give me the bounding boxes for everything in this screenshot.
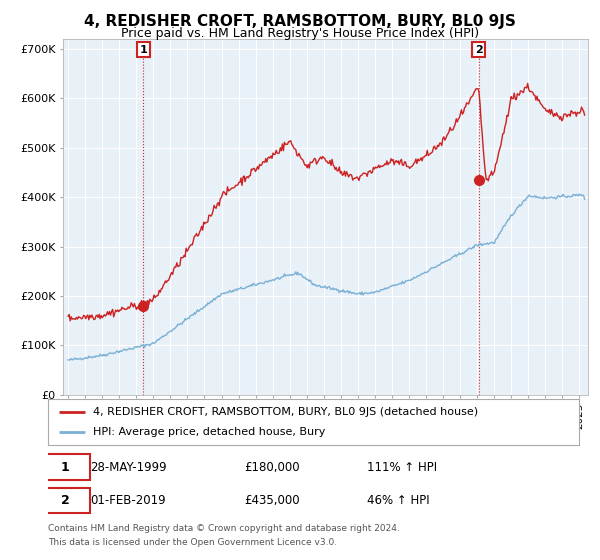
Text: Contains HM Land Registry data © Crown copyright and database right 2024.: Contains HM Land Registry data © Crown c… [48,524,400,533]
FancyBboxPatch shape [40,454,91,480]
Text: 4, REDISHER CROFT, RAMSBOTTOM, BURY, BL0 9JS (detached house): 4, REDISHER CROFT, RAMSBOTTOM, BURY, BL0… [93,407,478,417]
Text: Price paid vs. HM Land Registry's House Price Index (HPI): Price paid vs. HM Land Registry's House … [121,27,479,40]
Text: HPI: Average price, detached house, Bury: HPI: Average price, detached house, Bury [93,427,326,437]
Text: 2: 2 [475,45,482,54]
Text: 01-FEB-2019: 01-FEB-2019 [91,494,166,507]
Text: 2: 2 [61,494,70,507]
Text: £180,000: £180,000 [244,460,300,474]
Text: 1: 1 [61,460,70,474]
Text: 46% ↑ HPI: 46% ↑ HPI [367,494,429,507]
Text: £435,000: £435,000 [244,494,300,507]
Text: 111% ↑ HPI: 111% ↑ HPI [367,460,437,474]
Text: 1: 1 [139,45,147,54]
Text: This data is licensed under the Open Government Licence v3.0.: This data is licensed under the Open Gov… [48,538,337,547]
FancyBboxPatch shape [40,488,91,514]
Text: 28-MAY-1999: 28-MAY-1999 [91,460,167,474]
Text: 4, REDISHER CROFT, RAMSBOTTOM, BURY, BL0 9JS: 4, REDISHER CROFT, RAMSBOTTOM, BURY, BL0… [84,14,516,29]
